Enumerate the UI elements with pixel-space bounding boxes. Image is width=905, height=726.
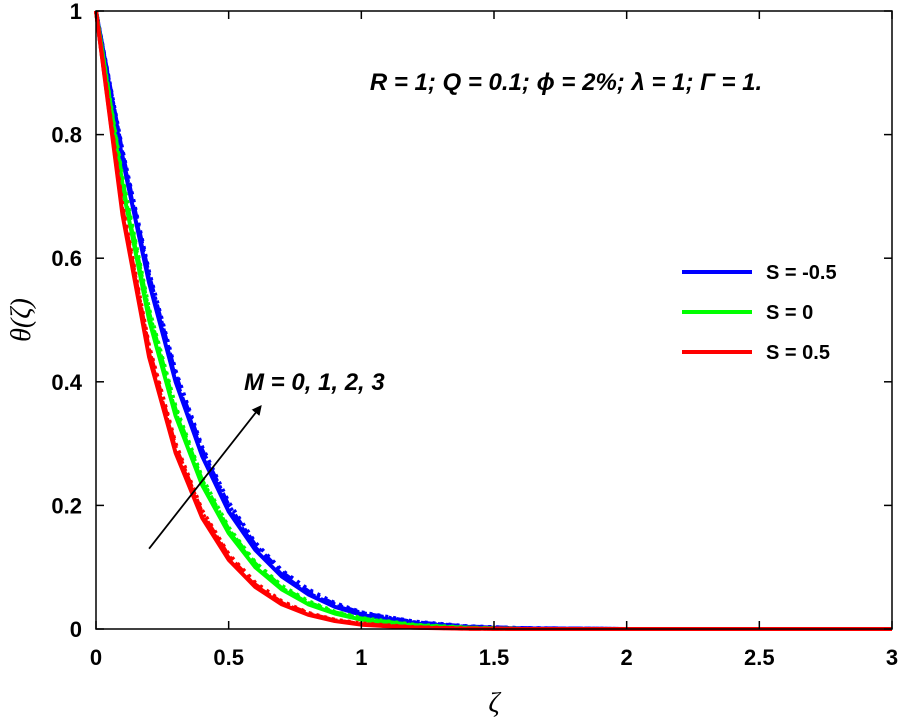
y-tick-label: 0 (70, 617, 82, 642)
x-tick-label: 0 (90, 645, 102, 670)
y-axis-label: θ(ζ) (6, 298, 37, 342)
x-axis-label: ζ (488, 688, 501, 719)
y-tick-label: 0.6 (51, 246, 82, 271)
y-axis: 0 0.2 0.4 0.6 0.8 1 (51, 0, 892, 642)
legend-label: S = -0.5 (766, 262, 837, 284)
x-tick-label: 2.5 (744, 645, 775, 670)
x-tick-label: 2 (621, 645, 633, 670)
legend: S = -0.5 S = 0 S = 0.5 (682, 262, 837, 364)
x-tick-label: 1.5 (479, 645, 510, 670)
series-line (94, 10, 892, 631)
parameter-annotation: R = 1; Q = 0.1; ϕ = 2%; λ = 1; Γ = 1. (370, 69, 762, 96)
legend-label: S = 0 (766, 302, 813, 324)
y-tick-label: 0.4 (51, 370, 82, 395)
x-tick-label: 0.5 (213, 645, 244, 670)
x-axis: 0 0.5 1 1.5 2 2.5 3 (90, 11, 898, 670)
legend-label: S = 0.5 (766, 342, 830, 364)
y-tick-label: 1 (70, 0, 82, 24)
y-tick-label: 0.8 (51, 123, 82, 148)
x-tick-label: 3 (886, 645, 898, 670)
x-tick-label: 1 (355, 645, 367, 670)
arrow (148, 404, 262, 550)
arrow-annotation-label: M = 0, 1, 2, 3 (244, 369, 385, 396)
y-tick-label: 0.2 (51, 493, 82, 518)
